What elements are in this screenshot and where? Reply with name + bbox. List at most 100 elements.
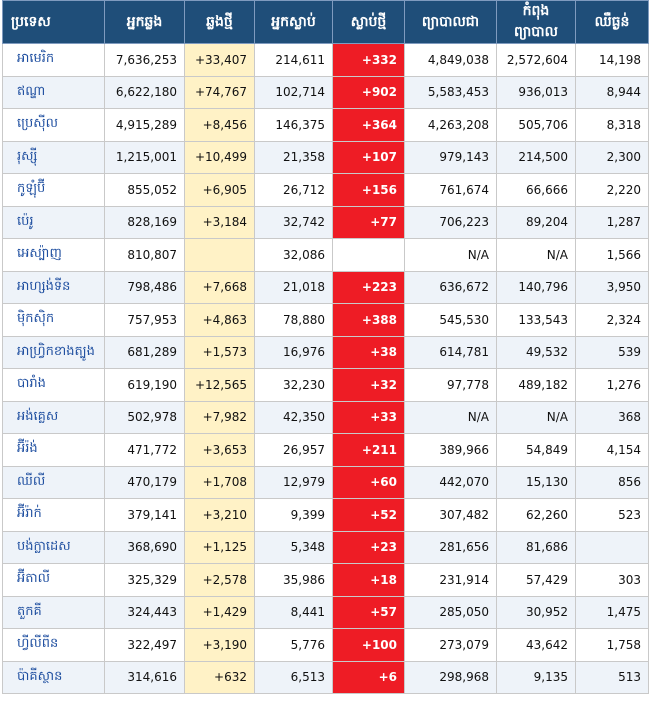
new-cases-cell: +33,407 — [184, 43, 255, 77]
deaths-cell: 42,350 — [254, 400, 333, 434]
table-row: ឈីលី 470,179 +1,708 12,979 +60 442,070 15,130 8… — [2, 465, 649, 499]
active-cell: 133,543 — [496, 303, 576, 337]
critical-cell: 2,300 — [575, 140, 649, 174]
new-cases-cell — [184, 238, 255, 272]
active-cell: 43,642 — [496, 628, 576, 662]
critical-cell: 4,154 — [575, 433, 649, 467]
new-cases-cell: +10,499 — [184, 140, 255, 174]
country-cell: ប្រេស៊ីល — [2, 108, 105, 142]
country-cell: អាហ្វ្រិកខាងត្បូង — [2, 335, 105, 369]
deaths-cell: 21,018 — [254, 270, 333, 304]
critical-cell: 1,276 — [575, 368, 649, 402]
deaths-cell: 9,399 — [254, 498, 333, 532]
header-recovered: ព្យាបាលជា — [404, 0, 497, 44]
critical-cell: 8,944 — [575, 75, 649, 109]
critical-cell: 303 — [575, 563, 649, 597]
critical-cell: 539 — [575, 335, 649, 369]
critical-cell — [575, 530, 649, 564]
new-cases-cell: +7,982 — [184, 400, 255, 434]
header-cases: អ្នកឆ្លង — [104, 0, 185, 44]
new-cases-cell: +1,125 — [184, 530, 255, 564]
new-cases-cell: +12,565 — [184, 368, 255, 402]
country-cell: អ៊ីរ៉ាក់ — [2, 498, 105, 532]
cases-cell: 324,443 — [104, 595, 185, 629]
new-cases-cell: +6,905 — [184, 173, 255, 207]
new-cases-cell: +1,573 — [184, 335, 255, 369]
recovered-cell: 285,050 — [404, 595, 497, 629]
active-cell: 936,013 — [496, 75, 576, 109]
covid-stats-table: ប្រទេស អ្នកឆ្លង ឆ្លងថ្មី អ្នកស្លាប់ ស្លា… — [2, 0, 649, 694]
new-deaths-cell: +100 — [332, 628, 405, 662]
table-row: អង់គ្លេស 502,978 +7,982 42,350 +33 N/A N/A 368 — [2, 400, 649, 434]
active-cell: 505,706 — [496, 108, 576, 142]
country-cell: ម៉ិកស៊ិក — [2, 303, 105, 337]
deaths-cell: 5,776 — [254, 628, 333, 662]
table-row: អ៊ីរ៉ាក់ 379,141 +3,210 9,399 +52 307,482 62,2… — [2, 498, 649, 532]
country-cell: អ៊ីរ៉ង់ — [2, 433, 105, 467]
recovered-cell: 273,079 — [404, 628, 497, 662]
active-cell: 81,686 — [496, 530, 576, 564]
deaths-cell: 26,957 — [254, 433, 333, 467]
country-cell: ហ្វីលីពីន — [2, 628, 105, 662]
header-critical: ឈឺធ្ងន់ — [575, 0, 649, 44]
critical-cell: 1,758 — [575, 628, 649, 662]
recovered-cell: 307,482 — [404, 498, 497, 532]
deaths-cell: 16,976 — [254, 335, 333, 369]
table-row: អេស្ប៉ាញ 810,807 32,086 N/A N/A 1,566 — [2, 238, 649, 272]
new-deaths-cell: +33 — [332, 400, 405, 434]
critical-cell: 1,566 — [575, 238, 649, 272]
country-cell: រុស្ស៊ី — [2, 140, 105, 174]
cases-cell: 757,953 — [104, 303, 185, 337]
cases-cell: 619,190 — [104, 368, 185, 402]
new-deaths-cell: +23 — [332, 530, 405, 564]
table-row: អ៊ីរ៉ង់ 471,772 +3,653 26,957 +211 389,966 54,… — [2, 433, 649, 467]
country-cell: កូឡុំប៊ី — [2, 173, 105, 207]
critical-cell: 856 — [575, 465, 649, 499]
table-row: ម៉ិកស៊ិក 757,953 +4,863 78,880 +388 545,530 13… — [2, 303, 649, 337]
critical-cell: 3,950 — [575, 270, 649, 304]
recovered-cell: 442,070 — [404, 465, 497, 499]
recovered-cell: 298,968 — [404, 660, 497, 694]
critical-cell: 1,287 — [575, 205, 649, 239]
critical-cell: 523 — [575, 498, 649, 532]
header-country: ប្រទេស — [2, 0, 105, 44]
deaths-cell: 6,513 — [254, 660, 333, 694]
new-deaths-cell: +32 — [332, 368, 405, 402]
cases-cell: 681,289 — [104, 335, 185, 369]
cases-cell: 368,690 — [104, 530, 185, 564]
cases-cell: 4,915,289 — [104, 108, 185, 142]
header-row: ប្រទេស អ្នកឆ្លង ឆ្លងថ្មី អ្នកស្លាប់ ស្លា… — [2, 0, 649, 44]
country-cell: អង់គ្លេស — [2, 400, 105, 434]
recovered-cell: 5,583,453 — [404, 75, 497, 109]
header-active: កំពុងព្យាបាល — [496, 0, 576, 44]
recovered-cell: 979,143 — [404, 140, 497, 174]
table-row: ហ្វីលីពីន 322,497 +3,190 5,776 +100 273,079 43… — [2, 628, 649, 662]
new-cases-cell: +3,210 — [184, 498, 255, 532]
country-cell: អាហ្សង់ទីន — [2, 270, 105, 304]
cases-cell: 810,807 — [104, 238, 185, 272]
recovered-cell: 706,223 — [404, 205, 497, 239]
table-row: បង់ក្លាដេស 368,690 +1,125 5,348 +23 281,656 81… — [2, 530, 649, 564]
table-row: តួកគី 324,443 +1,429 8,441 +57 285,050 30,952 1… — [2, 595, 649, 629]
country-cell: ឈីលី — [2, 465, 105, 499]
deaths-cell: 8,441 — [254, 595, 333, 629]
active-cell: 49,532 — [496, 335, 576, 369]
cases-cell: 828,169 — [104, 205, 185, 239]
active-cell: 89,204 — [496, 205, 576, 239]
deaths-cell: 26,712 — [254, 173, 333, 207]
cases-cell: 798,486 — [104, 270, 185, 304]
country-cell: បង់ក្លាដេស — [2, 530, 105, 564]
critical-cell: 14,198 — [575, 43, 649, 77]
table-row: អ៊ីតាលី 325,329 +2,578 35,986 +18 231,914 57,4… — [2, 563, 649, 597]
header-deaths: អ្នកស្លាប់ — [254, 0, 333, 44]
active-cell: 15,130 — [496, 465, 576, 499]
new-deaths-cell: +57 — [332, 595, 405, 629]
recovered-cell: 281,656 — [404, 530, 497, 564]
header-new-cases: ឆ្លងថ្មី — [184, 0, 255, 44]
new-cases-cell: +1,708 — [184, 465, 255, 499]
new-cases-cell: +3,653 — [184, 433, 255, 467]
new-deaths-cell: +77 — [332, 205, 405, 239]
new-deaths-cell: +902 — [332, 75, 405, 109]
new-deaths-cell: +107 — [332, 140, 405, 174]
recovered-cell: 4,849,038 — [404, 43, 497, 77]
